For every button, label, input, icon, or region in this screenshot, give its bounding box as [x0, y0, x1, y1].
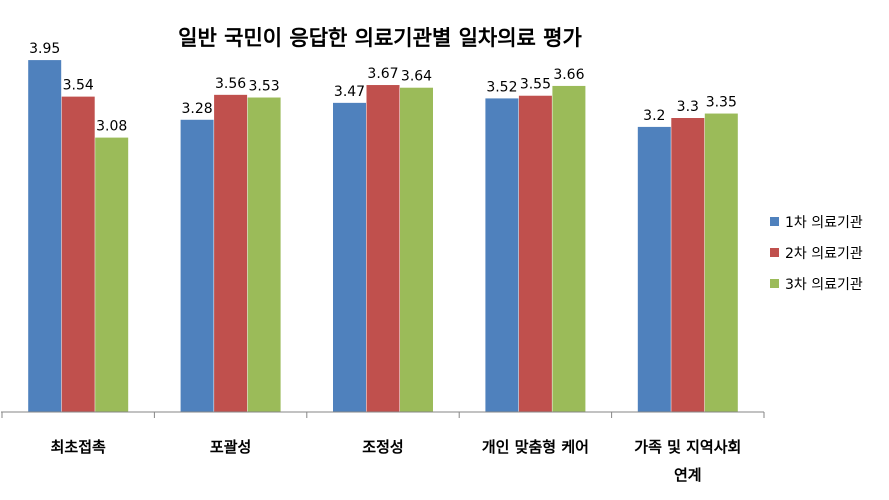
legend-item: 3차 의료기관: [770, 268, 863, 299]
category-label: 조정성: [362, 438, 403, 456]
value-label: 3.64: [401, 69, 432, 85]
category-label-line: 최초접촉: [51, 438, 106, 456]
legend-item: 1차 의료기관: [770, 206, 863, 237]
bar: [61, 96, 95, 413]
value-label: 3.28: [182, 101, 213, 117]
x-axis-ticks: [1, 412, 765, 418]
bar: [637, 126, 671, 412]
legend-label: 2차 의료기관: [785, 245, 863, 262]
category-label-line: 개인 맞춤형 케어: [482, 438, 589, 456]
legend-item: 2차 의료기관: [770, 237, 863, 268]
bar: [214, 94, 248, 412]
bar: [366, 85, 400, 412]
legend-label: 1차 의료기관: [785, 214, 863, 231]
value-label: 3.35: [706, 95, 737, 111]
value-label: 3.2: [643, 108, 665, 124]
bar: [671, 118, 705, 412]
value-label: 3.66: [553, 67, 584, 83]
bar: [333, 102, 366, 412]
bar: [400, 87, 433, 412]
value-label: 3.08: [96, 119, 127, 135]
value-label: 3.3: [677, 99, 699, 115]
value-label: 3.55: [520, 77, 551, 93]
bar: [28, 60, 62, 412]
bar: [180, 119, 214, 413]
category-label-line: 조정성: [362, 438, 403, 456]
bar: [95, 137, 129, 412]
category-label-line: 가족 및 지역사회: [634, 438, 741, 456]
value-label: 3.53: [249, 79, 280, 95]
chart-title: 일반 국민이 응답한 의료기관별 일차의료 평가: [178, 26, 582, 50]
category-label: 포괄성: [210, 438, 251, 456]
category-label-line: 포괄성: [210, 438, 251, 456]
bar: [552, 85, 586, 412]
bars-group: [28, 60, 738, 413]
category-label-line: 연계: [674, 466, 702, 484]
bar: [704, 113, 738, 412]
legend-label: 3차 의료기관: [785, 276, 863, 293]
category-label: 개인 맞춤형 케어: [482, 438, 589, 456]
value-label: 3.56: [215, 76, 246, 92]
value-labels-group: 3.95 3.54 3.08 3.283.56 3.53 3.473.67 3.64 3.52…: [29, 41, 737, 135]
legend-swatch: [770, 279, 779, 288]
bar: [247, 97, 281, 412]
value-label: 3.47: [334, 84, 365, 100]
legend-swatch: [770, 248, 779, 257]
bar: [518, 95, 552, 413]
legend: 1차 의료기관 2차 의료기관 3차 의료기관: [770, 206, 863, 299]
value-label: 3.54: [63, 78, 94, 94]
category-label: 최초접촉: [51, 438, 106, 456]
legend-swatch: [770, 217, 779, 226]
value-label: 3.67: [367, 66, 398, 82]
bar: [485, 98, 519, 413]
value-label: 3.52: [486, 79, 517, 95]
value-label: 3.95: [29, 41, 60, 57]
